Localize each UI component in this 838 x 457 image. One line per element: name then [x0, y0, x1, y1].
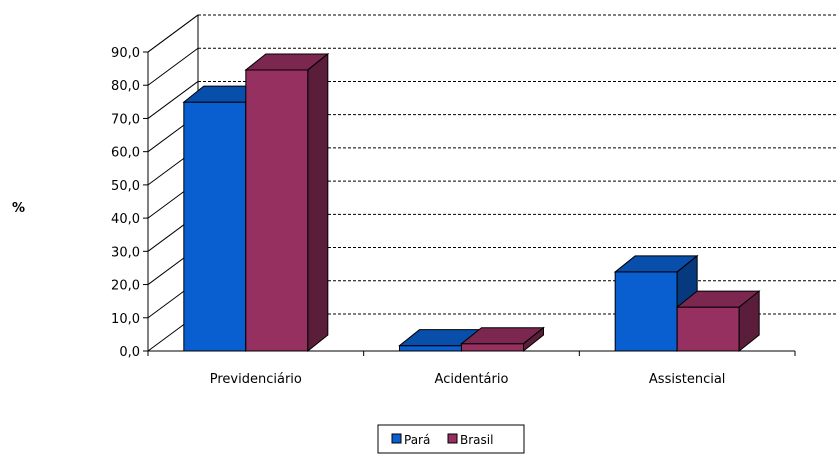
bar-brasil [460, 326, 545, 353]
bar-front [676, 306, 740, 352]
bar-brasil [675, 290, 761, 353]
gridline-side [147, 47, 199, 86]
legend-swatch [391, 433, 402, 444]
y-axis-label: % [12, 201, 25, 216]
y-tick-label: 70,0 [111, 112, 140, 127]
y-tick-label: 30,0 [111, 245, 140, 260]
bars [182, 52, 761, 353]
y-axis: 0,0 10,0 20,0 30,0 40,0 50,0 60,0 70,0 80,0 90,0 [111, 46, 149, 360]
x-axis: Previdenciário Acidentário Assistencial [147, 350, 796, 387]
legend-label: Brasil [460, 433, 493, 447]
bar-front [399, 345, 462, 352]
x-category-label: Assistencial [649, 372, 726, 387]
bar-side [523, 326, 544, 353]
y-tick-label: 50,0 [111, 179, 140, 194]
legend-label: Pará [404, 433, 430, 447]
gridline-side [147, 81, 199, 119]
bar-side [307, 52, 329, 353]
legend-swatch [447, 433, 458, 444]
x-category-label: Previdenciário [210, 372, 302, 387]
y-tick-label: 60,0 [111, 146, 140, 161]
bar-side [738, 290, 760, 353]
bar-front [614, 271, 678, 352]
gridline-side [147, 14, 199, 53]
y-tick-label: 40,0 [111, 212, 140, 227]
y-tick-label: 0,0 [119, 345, 140, 360]
y-tick-label: 20,0 [111, 279, 140, 294]
x-category-label: Acidentário [435, 372, 509, 387]
bar-front [183, 101, 247, 352]
bar-front [461, 343, 524, 352]
bar-front [245, 69, 309, 352]
y-tick-label: 10,0 [111, 312, 140, 327]
bar-brasil [244, 52, 330, 353]
y-tick-label: 80,0 [111, 79, 140, 94]
y-tick-label: 90,0 [111, 46, 140, 61]
legend: Pará Brasil [377, 424, 525, 454]
